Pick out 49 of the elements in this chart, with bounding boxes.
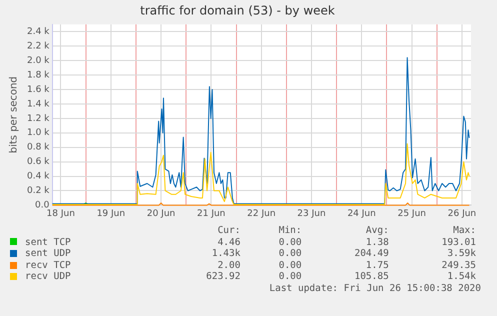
text: 1.43k (210, 248, 242, 260)
y-tick-label: 2.4 k (26, 26, 50, 37)
text: 0.00 (278, 271, 303, 283)
x-tick-label: 22 Jun (247, 208, 276, 219)
x-tick-label: 25 Jun (398, 208, 426, 219)
text: 204.49 (353, 248, 390, 260)
y-tick-label: 2.0 k (26, 56, 50, 66)
text: 623.92 (205, 271, 242, 283)
text: 105.85 (353, 271, 390, 283)
x-tick-label: 19 Jun (96, 208, 126, 219)
legend-label: sent TCP (24, 236, 72, 248)
text: 4.46 (216, 236, 242, 248)
y-tick-label: 0.6 k (26, 157, 50, 168)
text: 249.35 (440, 260, 477, 272)
text: 2.00 (216, 260, 242, 272)
y-tick-label: 2.2 k (26, 41, 50, 52)
text: 193.01 (440, 236, 477, 248)
y-tick-label: 0.8 k (26, 142, 50, 153)
text: 0.00 (278, 236, 303, 248)
text: Last update: Fri Jun 26 15:00:38 2020 (269, 283, 481, 294)
x-tick-label: 23 Jun (297, 208, 326, 219)
legend-label: recv UDP (24, 271, 72, 283)
chart-title: traffic for domain (53) - by week (140, 3, 335, 18)
legend-label: recv TCP (24, 260, 72, 272)
text: 1.75 (364, 260, 390, 272)
text: Max: (452, 225, 477, 237)
x-tick-label: 18 Jun (46, 208, 75, 219)
y-tick-label: 1.8 k (26, 70, 50, 80)
text: Avg: (364, 225, 390, 237)
text: 0.00 (278, 248, 303, 260)
x-tick-label: 20 Jun (146, 208, 176, 219)
y-tick-label: 0.4 k (26, 172, 50, 182)
text: 3.59k (446, 248, 477, 260)
y-tick-label: 0.0 (35, 200, 50, 211)
text: 1.38 (364, 236, 390, 248)
text: Cur: (216, 225, 242, 237)
y-tick-label: 1.6 k (26, 84, 50, 95)
x-tick-label: 21 Jun (197, 208, 226, 219)
text: Min: (278, 225, 303, 237)
y-tick-label: 1.2 k (26, 114, 50, 124)
text: 1.54k (446, 271, 477, 283)
y-tick-label: 1.0 k (26, 128, 50, 138)
y-tick-label: 0.2 k (26, 186, 50, 196)
x-tick-label: 26 Jun (448, 208, 476, 219)
y-axis-title: bits per second (8, 76, 20, 154)
text: 0.00 (278, 260, 303, 272)
x-tick-label: 24 Jun (347, 208, 376, 219)
legend-label: sent UDP (24, 248, 72, 260)
y-tick-label: 1.4 k (26, 99, 50, 110)
